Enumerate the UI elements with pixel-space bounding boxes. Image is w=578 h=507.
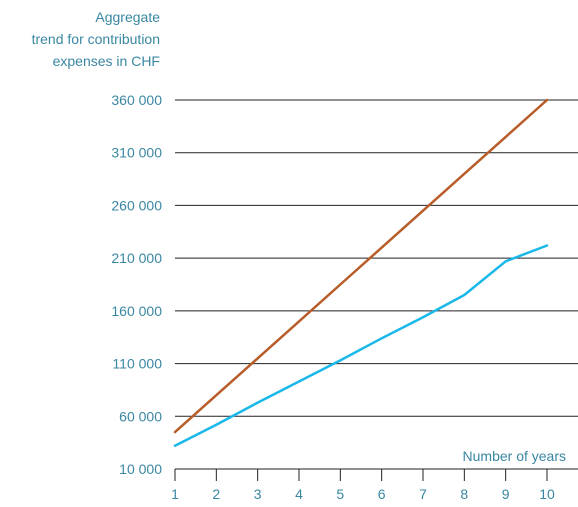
y-axis-title-line-1: Aggregate <box>95 9 160 25</box>
y-tick-label-1: 60 000 <box>119 408 162 424</box>
y-tick-label-0: 10 000 <box>119 461 162 477</box>
x-tick-label-7: 8 <box>460 486 468 502</box>
x-tick-label-6: 7 <box>419 486 427 502</box>
x-axis: 1 2 3 4 5 6 7 8 9 10 <box>171 469 555 502</box>
x-tick-label-3: 4 <box>295 486 303 502</box>
series-lines <box>173 98 549 448</box>
x-axis-title: Number of years <box>463 448 566 464</box>
y-axis-title: Aggregate trend for contribution expense… <box>0 6 160 72</box>
x-tick-label-8: 9 <box>502 486 510 502</box>
x-tick-label-0: 1 <box>171 486 179 502</box>
x-tick-label-4: 5 <box>336 486 344 502</box>
y-tick-label-6: 310 000 <box>111 145 162 161</box>
y-tick-label-3: 160 000 <box>111 303 162 319</box>
y-axis-title-line-2: trend for contribution <box>31 31 160 47</box>
x-tick-label-1: 2 <box>212 486 220 502</box>
x-tick-label-9: 10 <box>539 486 555 502</box>
x-tick-label-2: 3 <box>254 486 262 502</box>
y-tick-labels: 10 000 60 000 110 000 160 000 210 000 260 000… <box>111 92 162 477</box>
y-tick-label-5: 260 000 <box>111 197 162 213</box>
y-tick-label-2: 110 000 <box>112 356 162 372</box>
y-axis-title-line-3: expenses in CHF <box>52 53 160 69</box>
x-tick-label-5: 6 <box>378 486 386 502</box>
series-line-0 <box>173 98 549 434</box>
series-line-1 <box>173 244 549 448</box>
y-tick-label-7: 360 000 <box>111 92 162 108</box>
y-tick-label-4: 210 000 <box>111 250 162 266</box>
